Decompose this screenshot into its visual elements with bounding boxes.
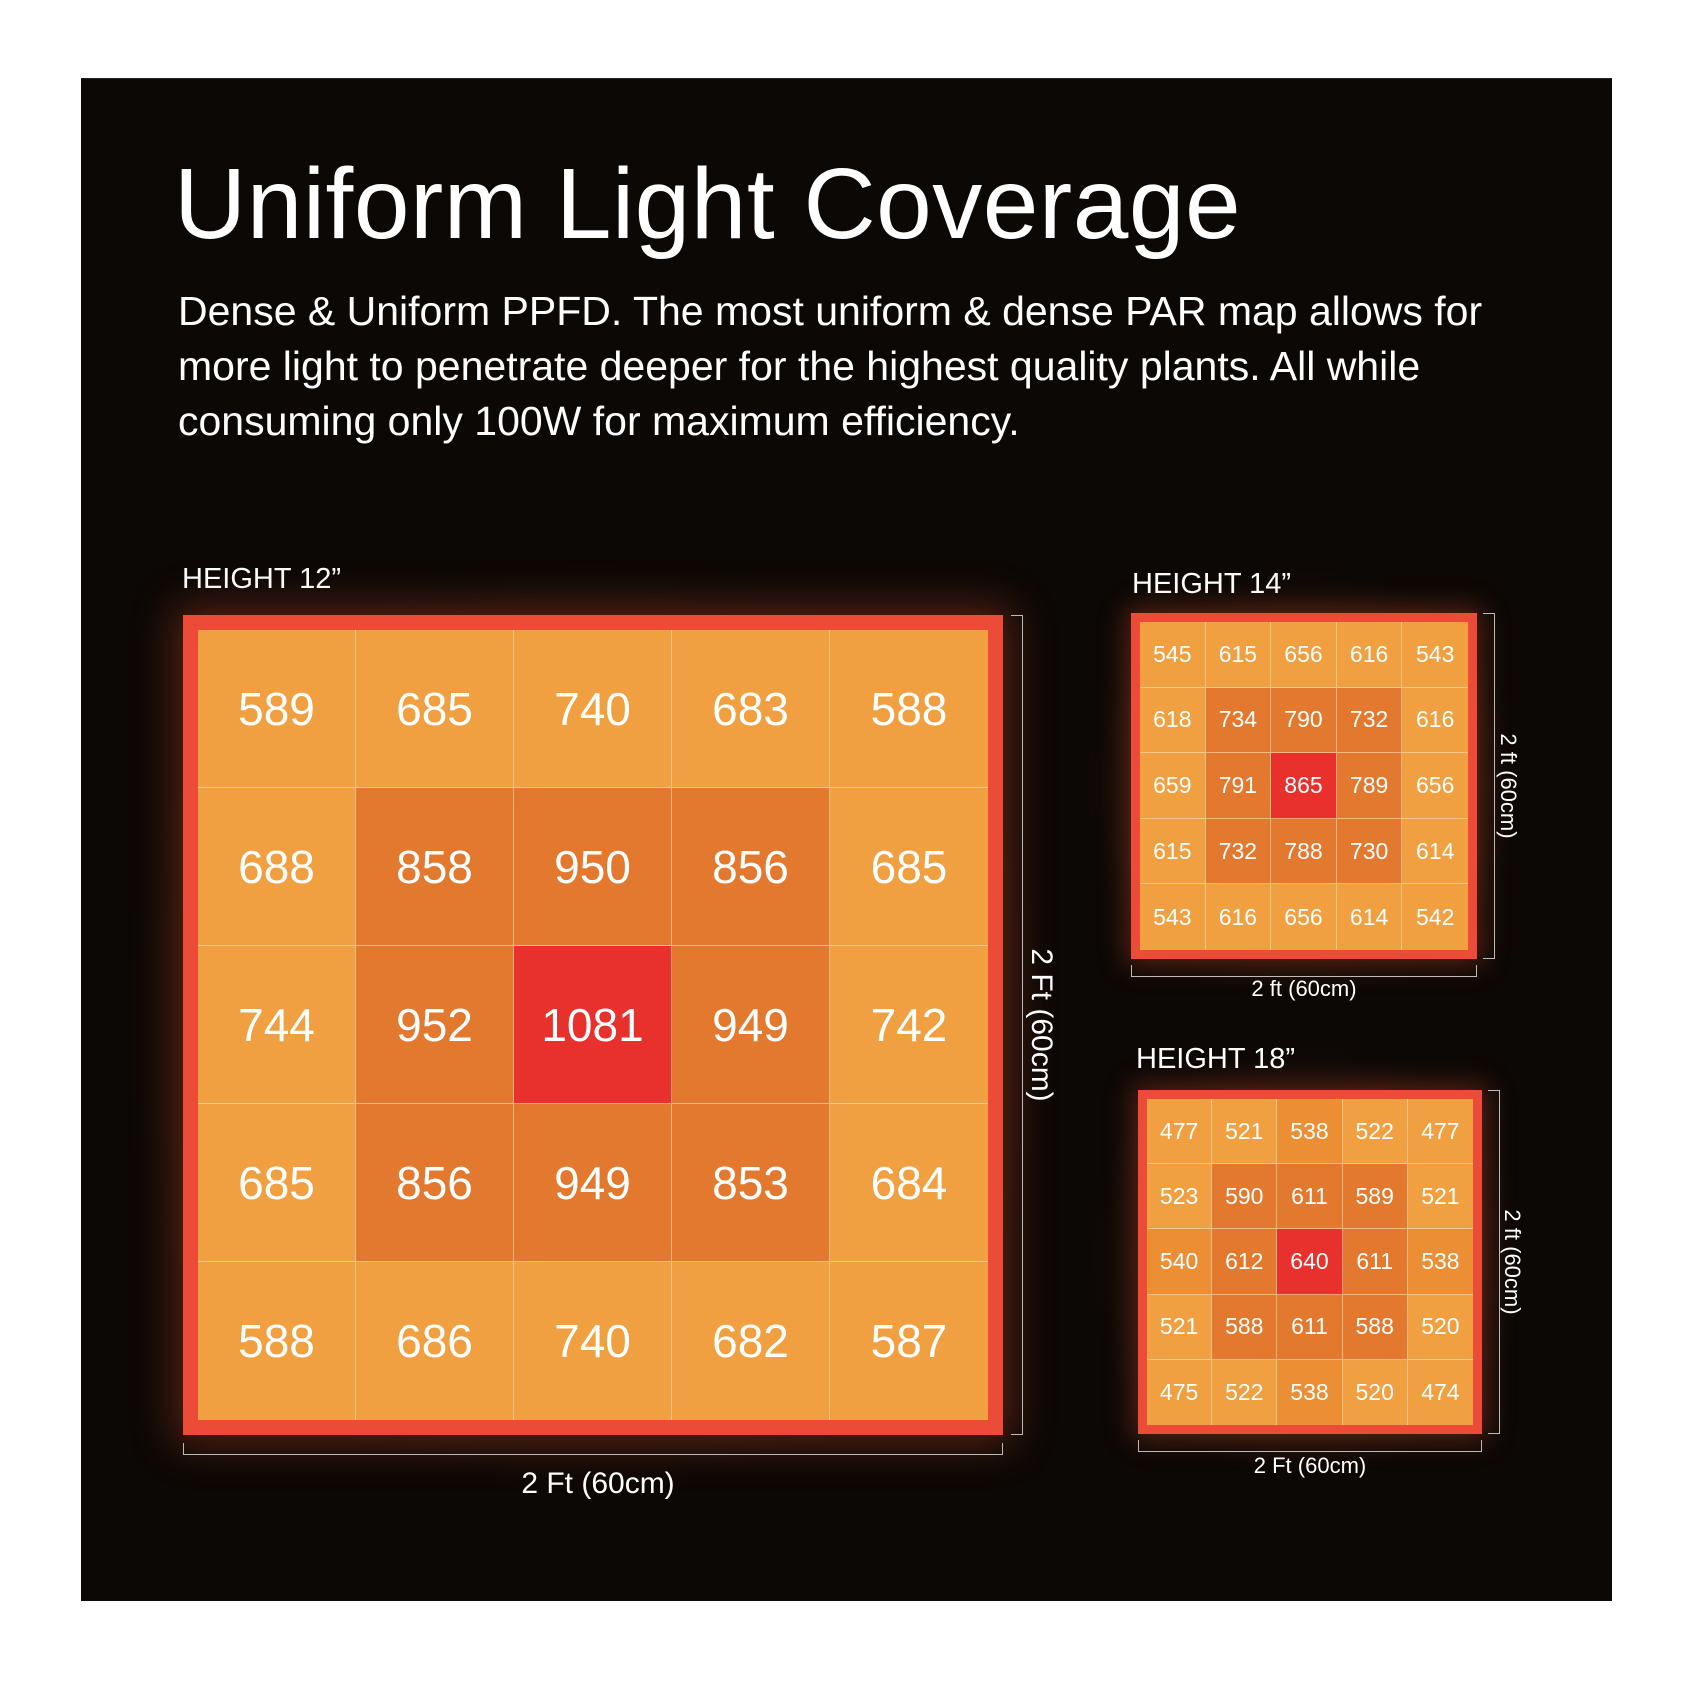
heatmap-cell: 685 xyxy=(356,630,514,788)
heatmap-cell: 523 xyxy=(1147,1164,1213,1230)
heatmap-cell: 788 xyxy=(1271,818,1337,885)
heatmap-cell: 543 xyxy=(1140,884,1206,950)
heatmap-cell: 740 xyxy=(514,1262,672,1420)
heatmap-cell: 521 xyxy=(1147,1294,1213,1360)
heatmap-cell: 865 xyxy=(1271,753,1337,819)
heatmap-cell: 616 xyxy=(1336,622,1403,688)
heatmap-cell: 538 xyxy=(1277,1099,1343,1165)
heatmap-cell: 522 xyxy=(1212,1359,1278,1425)
heatmap-cell: 791 xyxy=(1205,753,1272,819)
heatmap-cell: 616 xyxy=(1205,884,1272,950)
heatmap-cell: 685 xyxy=(198,1104,356,1262)
heatmap-cell: 520 xyxy=(1342,1359,1408,1425)
heatmap-cell: 520 xyxy=(1407,1294,1473,1360)
heatmap-cell: 475 xyxy=(1147,1359,1213,1425)
heatmap-cell: 744 xyxy=(198,946,356,1104)
depth-dimension-label: 2 Ft (60cm) xyxy=(1025,948,1058,1102)
heatmap-cell: 521 xyxy=(1212,1099,1278,1165)
heatmap-cell: 538 xyxy=(1407,1229,1473,1295)
heatmap-cell: 853 xyxy=(672,1104,830,1262)
heatmap-cell: 682 xyxy=(672,1262,830,1420)
heatmap-cell: 474 xyxy=(1407,1359,1473,1425)
map-title-height-12: HEIGHT 12” xyxy=(182,563,342,595)
heatmap-cell: 858 xyxy=(356,788,514,946)
heatmap-cell: 656 xyxy=(1271,884,1337,950)
heatmap-cell: 1081 xyxy=(514,946,672,1104)
heatmap-cell: 614 xyxy=(1402,818,1468,885)
heatmap-cell: 588 xyxy=(1212,1294,1278,1360)
heatmap-cell: 640 xyxy=(1277,1229,1343,1295)
width-dimension-label: 2 Ft (60cm) xyxy=(521,1467,675,1500)
heatmap-cell: 616 xyxy=(1402,687,1468,754)
heatmap-cell: 730 xyxy=(1336,818,1403,885)
heatmap-cell: 542 xyxy=(1402,884,1468,950)
width-dimension-bracket xyxy=(1131,965,1477,977)
width-dimension-bracket xyxy=(1138,1440,1482,1452)
depth-dimension-label: 2 ft (60cm) xyxy=(1500,1209,1525,1315)
info-panel: Uniform Light Coverage Dense & Uniform P… xyxy=(81,79,1612,1601)
heatmap-cell: 856 xyxy=(672,788,830,946)
par-map-height-12: 589 685 740 683 588 688 858 950 856 685 744 952 1081… xyxy=(183,615,1003,1435)
heatmap-cell: 615 xyxy=(1205,622,1272,688)
depth-dimension-label: 2 ft (60cm) xyxy=(1496,733,1521,839)
par-map-height-18: 477 521 538 522 477 523 590 611 589 521 540 612 640 6… xyxy=(1138,1090,1482,1434)
heatmap-cell: 545 xyxy=(1140,622,1206,688)
heatmap-cell: 688 xyxy=(198,788,356,946)
heatmap-cell: 543 xyxy=(1402,622,1468,688)
heatmap-cell: 732 xyxy=(1205,818,1272,885)
heatmap-cell: 618 xyxy=(1140,687,1206,754)
heatmap-cell: 589 xyxy=(1342,1164,1408,1230)
heatmap-cell: 587 xyxy=(830,1262,988,1420)
heatmap-cell: 477 xyxy=(1147,1099,1213,1165)
width-dimension-label: 2 ft (60cm) xyxy=(1251,976,1357,1001)
heatmap-cell: 949 xyxy=(514,1104,672,1262)
heatmap-cell: 521 xyxy=(1407,1164,1473,1230)
heatmap-cell: 789 xyxy=(1336,753,1403,819)
heatmap-cell: 538 xyxy=(1277,1359,1343,1425)
heatmap-cell: 589 xyxy=(198,630,356,788)
heatmap-cell: 588 xyxy=(1342,1294,1408,1360)
heatmap-cell: 615 xyxy=(1140,818,1206,885)
heatmap-cell: 686 xyxy=(356,1262,514,1420)
heatmap-cell: 612 xyxy=(1212,1229,1278,1295)
heatmap-cell: 742 xyxy=(830,946,988,1104)
heatmap-cell: 611 xyxy=(1277,1294,1343,1360)
heatmap-cell: 614 xyxy=(1336,884,1403,950)
heatmap-cell: 611 xyxy=(1277,1164,1343,1230)
heatmap-cell: 683 xyxy=(672,630,830,788)
heatmap-cell: 950 xyxy=(514,788,672,946)
depth-dimension-bracket xyxy=(1011,615,1023,1435)
depth-dimension-bracket xyxy=(1488,1090,1500,1434)
heatmap-cell: 590 xyxy=(1212,1164,1278,1230)
heatmap-cell: 732 xyxy=(1336,687,1403,754)
heatmap-cell: 790 xyxy=(1271,687,1337,754)
heatmap-cell: 522 xyxy=(1342,1099,1408,1165)
heatmap-cell: 740 xyxy=(514,630,672,788)
heatmap-cell: 588 xyxy=(830,630,988,788)
par-map-height-14: 545 615 656 616 543 618 734 790 732 616 659 791 865 7… xyxy=(1131,613,1477,959)
heatmap-cell: 734 xyxy=(1205,687,1272,754)
heatmap-cell: 856 xyxy=(356,1104,514,1262)
heatmap-cell: 685 xyxy=(830,788,988,946)
page-title: Uniform Light Coverage xyxy=(174,148,1242,260)
width-dimension-bracket xyxy=(183,1443,1003,1455)
heatmap-cell: 540 xyxy=(1147,1229,1213,1295)
map-title-height-18: HEIGHT 18” xyxy=(1136,1043,1296,1075)
heatmap-cell: 588 xyxy=(198,1262,356,1420)
depth-dimension-bracket xyxy=(1483,613,1495,959)
width-dimension-label: 2 Ft (60cm) xyxy=(1253,1453,1367,1478)
heatmap-cell: 949 xyxy=(672,946,830,1104)
heatmap-cell: 656 xyxy=(1402,753,1468,819)
heatmap-cell: 611 xyxy=(1342,1229,1408,1295)
map-title-height-14: HEIGHT 14” xyxy=(1132,568,1292,600)
page-description: Dense & Uniform PPFD. The most uniform &… xyxy=(178,288,1483,444)
heatmap-cell: 656 xyxy=(1271,622,1337,688)
heatmap-cell: 684 xyxy=(830,1104,988,1262)
heatmap-cell: 952 xyxy=(356,946,514,1104)
heatmap-cell: 477 xyxy=(1407,1099,1473,1165)
heatmap-cell: 659 xyxy=(1140,753,1206,819)
